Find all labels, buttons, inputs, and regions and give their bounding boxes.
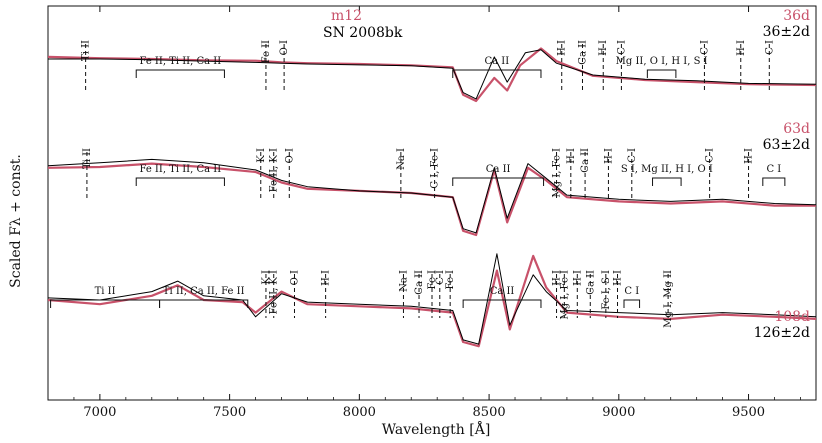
spectrum-line xyxy=(48,49,817,100)
x-tick-label: 8500 xyxy=(473,405,506,420)
line-label: C I xyxy=(699,40,710,55)
x-tick-label: 7000 xyxy=(83,405,116,420)
x-tick-label: 9000 xyxy=(602,405,635,420)
plot-frame xyxy=(47,5,817,401)
line-label: C I xyxy=(627,148,638,163)
line-label: Ca II xyxy=(486,164,511,175)
legend-model-name: m12 xyxy=(331,8,362,24)
line-label: Fe I, S I xyxy=(601,270,612,310)
line-label: Ti II xyxy=(82,148,93,169)
epoch-model-label: 108d xyxy=(774,309,810,325)
line-label: C I xyxy=(766,164,781,175)
line-label: Mg I, Fe I xyxy=(552,148,563,198)
line-label: Fe II, Ti II, Ca II xyxy=(139,164,221,175)
line-label: S I, Mg II, H I, O I xyxy=(621,164,713,175)
line-bracket xyxy=(646,69,677,78)
line-label: Ca II xyxy=(485,56,510,67)
line-label: H I xyxy=(744,148,755,164)
line-label: Ti II xyxy=(81,40,92,61)
line-label: K I xyxy=(256,148,267,163)
line-label: C I xyxy=(705,148,716,163)
line-label: Fe II xyxy=(261,40,272,63)
epoch-observed-label: 63±2d xyxy=(763,137,810,153)
epoch-model-label: 36d xyxy=(783,8,810,24)
x-axis-label: Wavelength [Å] xyxy=(382,420,491,438)
spectrum-line xyxy=(47,47,817,103)
line-bracket xyxy=(159,299,249,308)
epoch-observed-label: 126±2d xyxy=(754,325,810,341)
line-label: Ti II, Ca II, Fe II xyxy=(163,286,245,297)
line-label: O I xyxy=(289,270,300,285)
line-label: C I, Fe I xyxy=(430,148,441,189)
line-label: Fe II, K I xyxy=(269,270,280,314)
line-bracket xyxy=(135,69,225,78)
line-label: Mg I, Mg II xyxy=(663,270,674,328)
line-label: H I xyxy=(321,270,332,286)
line-label: Mg I, Fe I xyxy=(559,270,570,320)
line-label: C I xyxy=(764,40,775,55)
line-label: Ca II xyxy=(580,148,591,173)
legend-object-name: SN 2008bk xyxy=(323,25,403,41)
line-label: Ti II xyxy=(95,286,116,297)
x-axis-ticks: 7000 7500 8000 8500 9000 9500 xyxy=(47,6,801,420)
line-label: O I xyxy=(279,40,290,55)
epoch-observed-label: 36±2d xyxy=(763,24,810,40)
line-label: H I xyxy=(566,148,577,164)
line-label: H I xyxy=(598,40,609,56)
line-bracket xyxy=(623,299,641,308)
line-label: H I xyxy=(557,40,568,56)
line-label: K I xyxy=(261,270,272,285)
spectrum-line xyxy=(47,254,817,348)
line-label: H I xyxy=(572,270,583,286)
line-label: C I xyxy=(435,270,446,285)
epoch-model-label: 63d xyxy=(783,121,810,137)
line-label: Ca II xyxy=(585,270,596,295)
spectrum-line xyxy=(47,162,816,237)
x-tick-label: 7500 xyxy=(213,405,246,420)
line-bracket xyxy=(462,299,542,308)
line-label: Na I xyxy=(396,148,407,170)
line-label: Fe II, K I xyxy=(269,148,280,192)
x-tick-label: 9500 xyxy=(732,405,765,420)
line-bracket xyxy=(452,177,545,186)
line-label: Mg II, O I, H I, S I xyxy=(616,56,708,67)
line-label: H I xyxy=(552,270,563,286)
line-label: Ca II xyxy=(414,270,425,295)
line-label: C I xyxy=(624,286,639,297)
line-label: Ca II xyxy=(490,286,515,297)
line-label: H I xyxy=(736,40,747,56)
y-axis-label: Scaled Fλ + const. xyxy=(8,154,24,288)
line-label: C I xyxy=(616,40,627,55)
series-group xyxy=(47,47,817,348)
x-tick-label: 8000 xyxy=(343,405,376,420)
line-bracket xyxy=(135,177,225,186)
spectrum-line xyxy=(47,253,817,345)
line-label: H I xyxy=(603,148,614,164)
line-label: H I xyxy=(613,270,624,286)
line-label: Fe I xyxy=(427,270,438,289)
line-bracket xyxy=(452,69,542,78)
plot-border xyxy=(47,5,817,401)
line-label: Na I xyxy=(398,270,409,292)
line-bracket xyxy=(652,177,682,186)
line-label: Fe I xyxy=(445,270,456,289)
line-label: Ca II xyxy=(577,40,588,65)
line-label: O I xyxy=(284,148,295,163)
line-bracket xyxy=(762,177,786,186)
spectrum-line xyxy=(47,158,817,234)
line-label: Fe II, Ti II, Ca II xyxy=(139,56,221,67)
